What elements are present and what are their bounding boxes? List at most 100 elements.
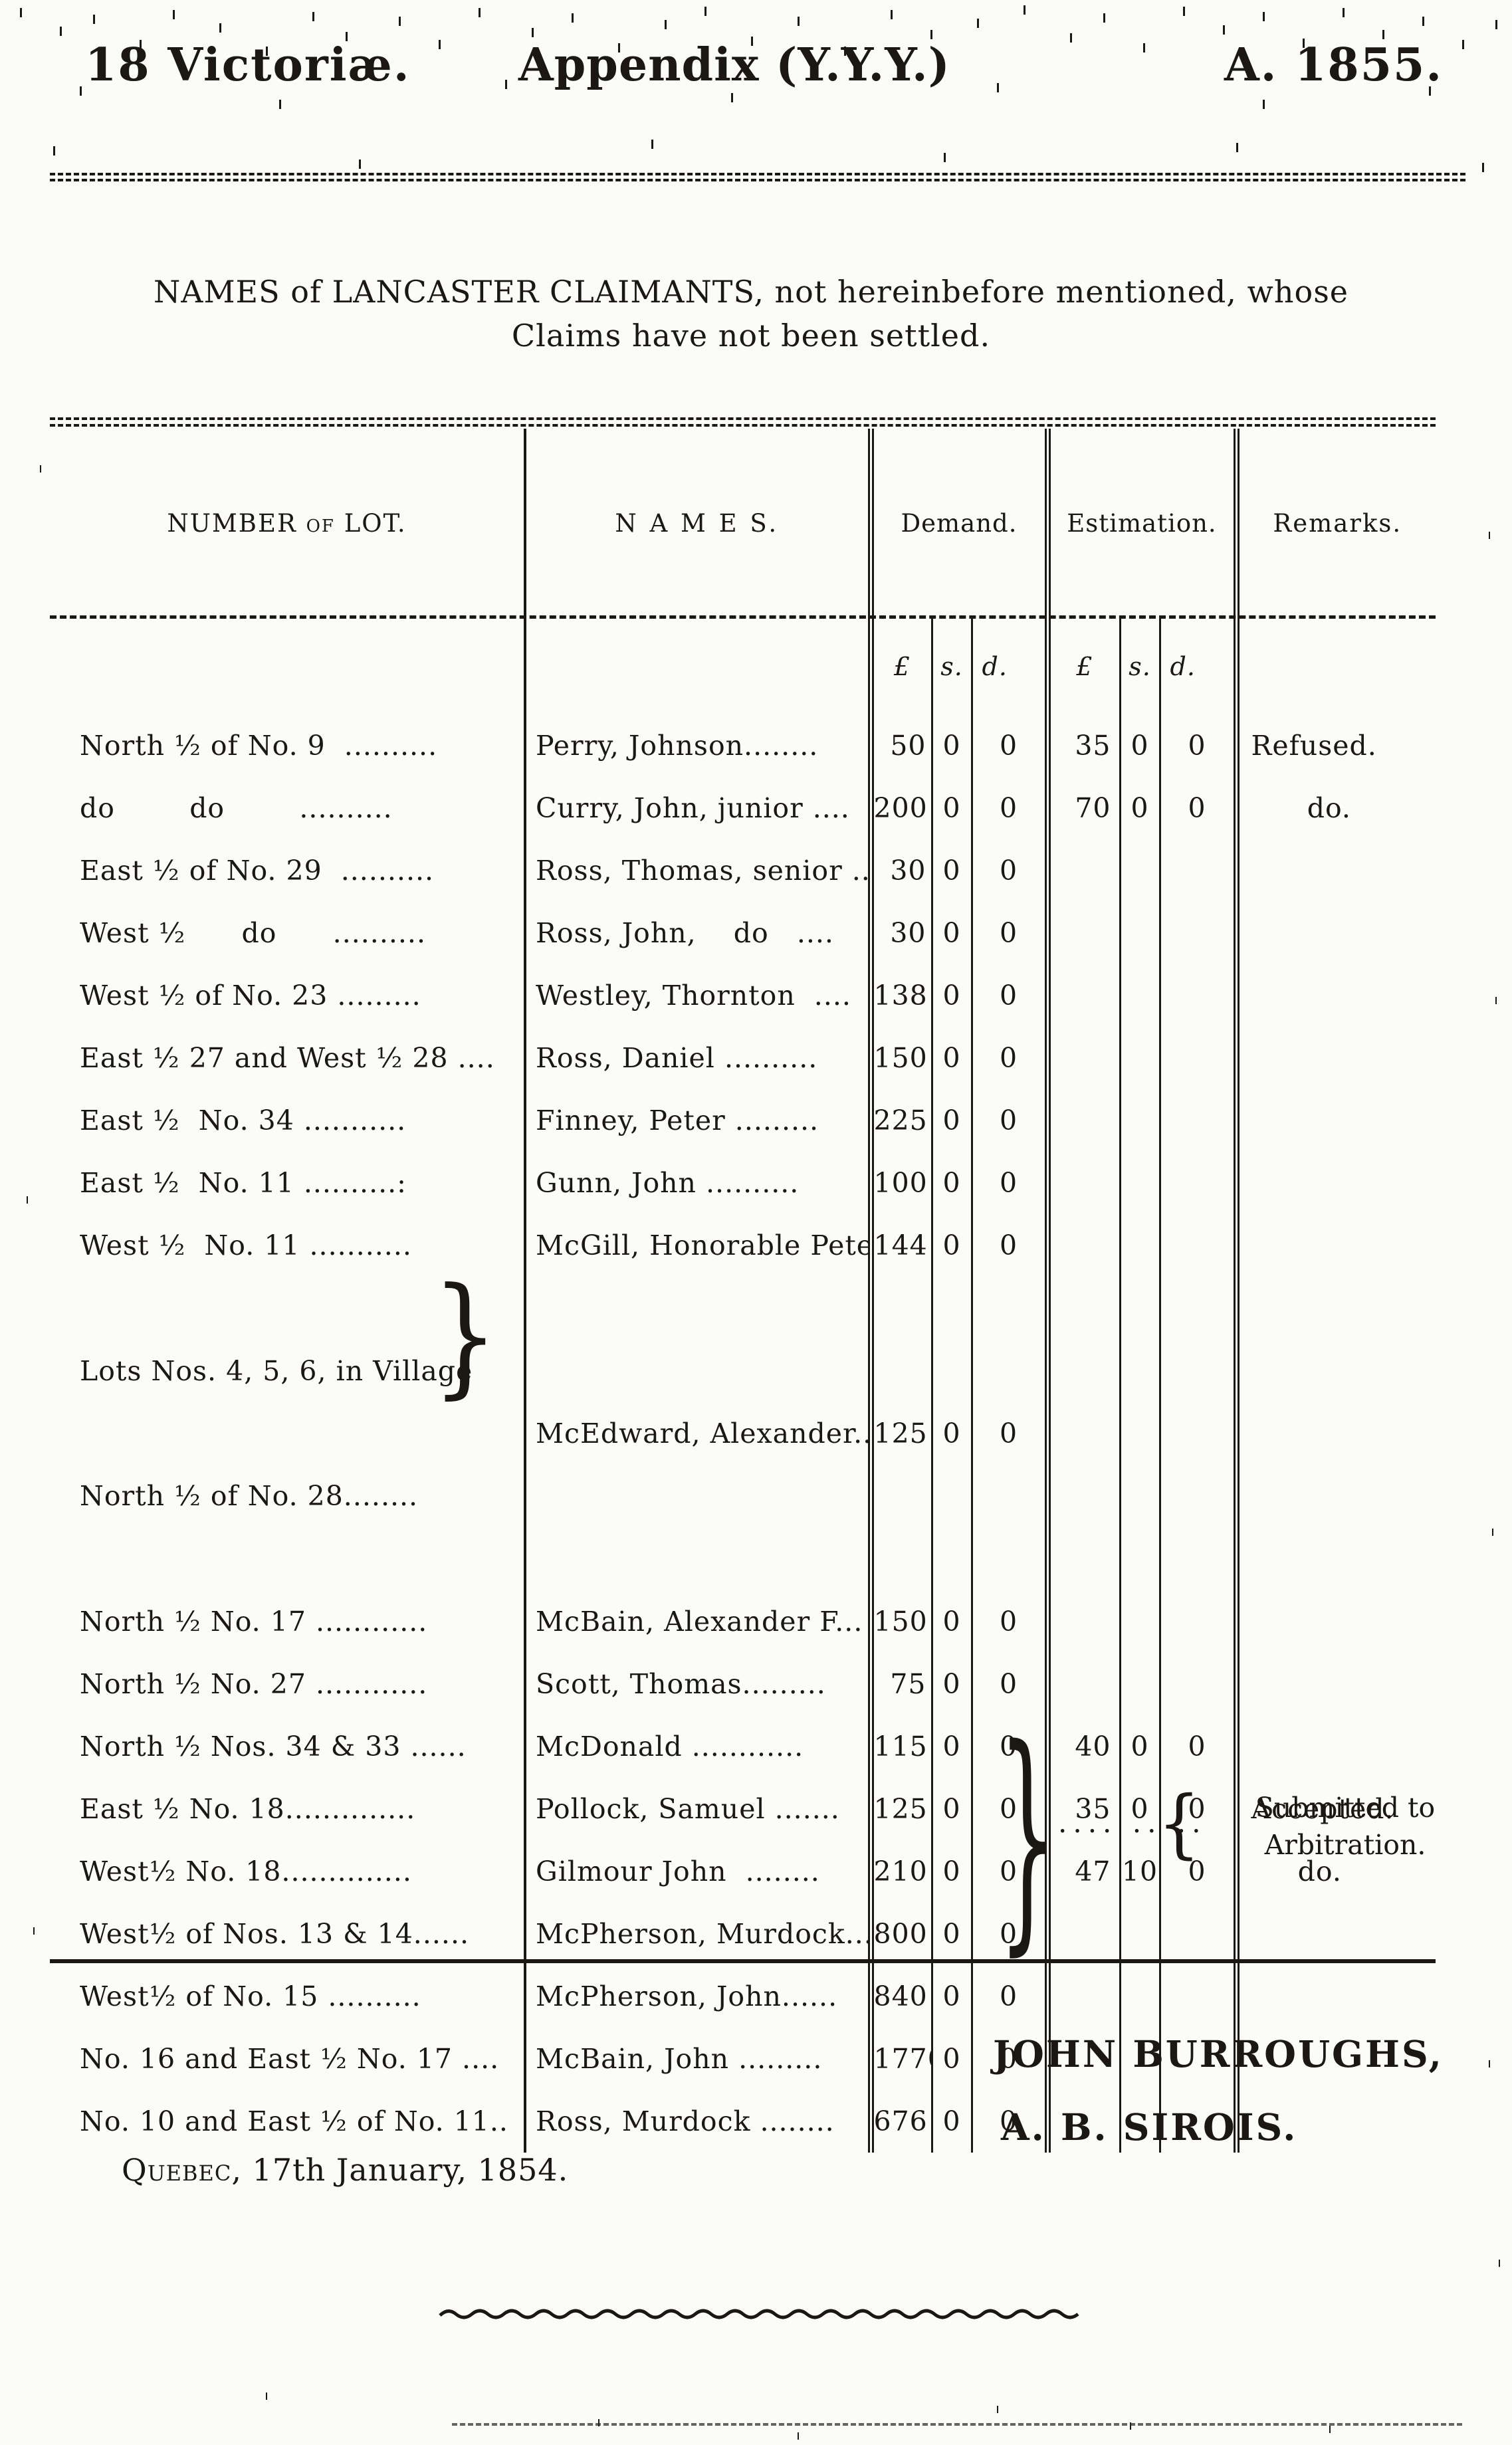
- estimation-pence: [1160, 1152, 1240, 1214]
- estimation-pence: 0: [1160, 1840, 1240, 1903]
- demand-shillings: 0: [932, 1840, 973, 1903]
- remark-cell: [1236, 839, 1436, 902]
- remark-cell: Refused.: [1251, 730, 1377, 762]
- demand-pence: 0: [972, 1840, 1051, 1903]
- col-header-lot: NUMBER of LOT.: [50, 429, 526, 618]
- table-row: East ½ No. 34 ........... Finney, Peter …: [50, 1089, 1436, 1152]
- estimation-pounds: 70: [1047, 777, 1121, 839]
- demand-pence: 0: [972, 1653, 1051, 1715]
- estimation-shillings: 0: [1120, 1715, 1161, 1778]
- dateline-place: Quebec,: [122, 2152, 243, 2188]
- remark-cell: do.: [1251, 792, 1351, 824]
- table-top-rule: [50, 417, 1436, 427]
- lot-cell: North ½ No. 17 ............: [50, 1590, 526, 1653]
- remark-cell: Accepted.: [1251, 1793, 1394, 1825]
- estimation-pence: [1160, 1653, 1240, 1715]
- remark-cell: [1236, 1715, 1436, 1778]
- submitted-to-arbitration-remark: Submitted to Arbitration.: [1247, 1789, 1444, 1863]
- estimation-shillings: [1120, 1653, 1161, 1715]
- currency-subheader-row: £ s. d. £ s. d.: [50, 618, 1436, 714]
- lot-line-1: Lots Nos. 4, 5, 6, in Village: [80, 1355, 473, 1387]
- name-cell: Ross, Daniel ..........: [525, 1027, 874, 1089]
- remark-cell: [1236, 902, 1436, 964]
- demand-pounds: 676: [871, 2090, 933, 2153]
- estimation-pounds: [1047, 964, 1121, 1027]
- demand-pence: 0: [972, 1214, 1051, 1277]
- name-cell: Scott, Thomas.........: [525, 1653, 874, 1715]
- lot-cell: West ½ No. 11 ...........: [50, 1214, 526, 1277]
- remark-cell: [1236, 1903, 1436, 1965]
- estimation-pence: 0: [1160, 714, 1240, 777]
- demand-pence: 0: [972, 714, 1051, 777]
- lot-cell: West½ No. 18..............: [50, 1840, 526, 1903]
- demand-pence: 0: [972, 777, 1051, 839]
- estimation-shillings: 0: [1120, 714, 1161, 777]
- estimation-pounds: [1047, 902, 1121, 964]
- estimation-pounds: 35: [1047, 1778, 1121, 1840]
- demand-shillings: 0: [932, 1715, 973, 1778]
- remark-cell: [1236, 1027, 1436, 1089]
- demand-pounds: 115: [871, 1715, 933, 1778]
- col-header-names: N A M E S.: [525, 429, 874, 618]
- estimation-pounds: [1047, 1089, 1121, 1152]
- demand-shillings: 0: [932, 1152, 973, 1214]
- remark-cell: do.: [1251, 1856, 1342, 1887]
- demand-shillings: 0: [932, 1903, 973, 1965]
- estimation-pounds: [1047, 1903, 1121, 1965]
- table-row: North ½ of No. 9 .......... Perry, Johns…: [50, 714, 1436, 777]
- estimation-pence-header: d.: [1160, 618, 1240, 714]
- demand-shillings: 0: [932, 1653, 973, 1715]
- signature-john-burroughs: JOHN BURROUGHS,: [993, 2032, 1444, 2075]
- estimation-pence: [1160, 1214, 1240, 1277]
- signature-ab-sirois: A. B. SIROIS.: [1001, 2105, 1298, 2149]
- dateline: Quebec, 17th January, 1854.: [122, 2152, 568, 2188]
- lot-cell: West½ of No. 15 ..........: [50, 1965, 526, 2028]
- demand-pence-header: d.: [972, 618, 1051, 714]
- demand-pence: 0: [972, 2028, 1051, 2090]
- head-double-rule: [50, 173, 1465, 181]
- demand-shillings: 0: [932, 777, 973, 839]
- remark-cell: [1236, 1277, 1436, 1590]
- table-row: North ½ No. 17 ............ McBain, Alex…: [50, 1590, 1436, 1653]
- demand-pence: 0: [972, 1277, 1051, 1590]
- demand-group-brace: }: [998, 1700, 1057, 1977]
- demand-shillings: 0: [932, 1778, 973, 1840]
- demand-pounds: 125: [871, 1277, 933, 1590]
- estimation-pence: [1160, 902, 1240, 964]
- estimation-shillings: 10: [1120, 1840, 1161, 1903]
- demand-pounds: 150: [871, 1590, 933, 1653]
- name-cell: McPherson, John......: [525, 1965, 874, 2028]
- demand-pence: 0: [972, 964, 1051, 1027]
- demand-pounds: 800: [871, 1903, 933, 1965]
- demand-pounds: 225: [871, 1089, 933, 1152]
- estimation-shillings: [1120, 839, 1161, 902]
- demand-shillings: 0: [932, 839, 973, 902]
- scan-artifact-line: [452, 2423, 1462, 2426]
- estimation-shillings: [1120, 902, 1161, 964]
- name-cell: Ross, Thomas, senior ...: [525, 839, 874, 902]
- name-cell: Ross, John, do ....: [525, 902, 874, 964]
- remark-cell: [1236, 1965, 1436, 2028]
- demand-shillings: 0: [932, 1590, 973, 1653]
- name-cell: Finney, Peter .........: [525, 1089, 874, 1152]
- estimation-shillings: [1120, 1277, 1161, 1590]
- table-row: West ½ No. 11 ........... McGill, Honora…: [50, 1214, 1436, 1277]
- estimation-pounds: [1047, 2028, 1121, 2090]
- demand-pounds: 30: [871, 839, 933, 902]
- estimation-shilling-header: s.: [1120, 618, 1161, 714]
- demand-pounds: 75: [871, 1653, 933, 1715]
- estimation-shillings: [1120, 1152, 1161, 1214]
- table-header-row: NUMBER of LOT. N A M E S. Demand. Estima…: [50, 429, 1436, 618]
- estimation-pence: [1160, 1903, 1240, 1965]
- demand-shillings: 0: [932, 714, 973, 777]
- demand-pence: 0: [972, 1778, 1051, 1840]
- table-row: East ½ No. 18.............. Pollock, Sam…: [50, 1778, 1436, 1840]
- demand-pounds: 144: [871, 1214, 933, 1277]
- demand-shillings: 0: [932, 2028, 973, 2090]
- name-cell: Pollock, Samuel .......: [525, 1778, 874, 1840]
- estimation-shillings: [1120, 2028, 1161, 2090]
- submitted-line-1: Submitted to: [1255, 1792, 1436, 1824]
- submitted-line-2: Arbitration.: [1264, 1829, 1426, 1861]
- flourish-squiggle: [439, 2309, 1079, 2319]
- lot-cell: North ½ of No. 9 ..........: [50, 714, 526, 777]
